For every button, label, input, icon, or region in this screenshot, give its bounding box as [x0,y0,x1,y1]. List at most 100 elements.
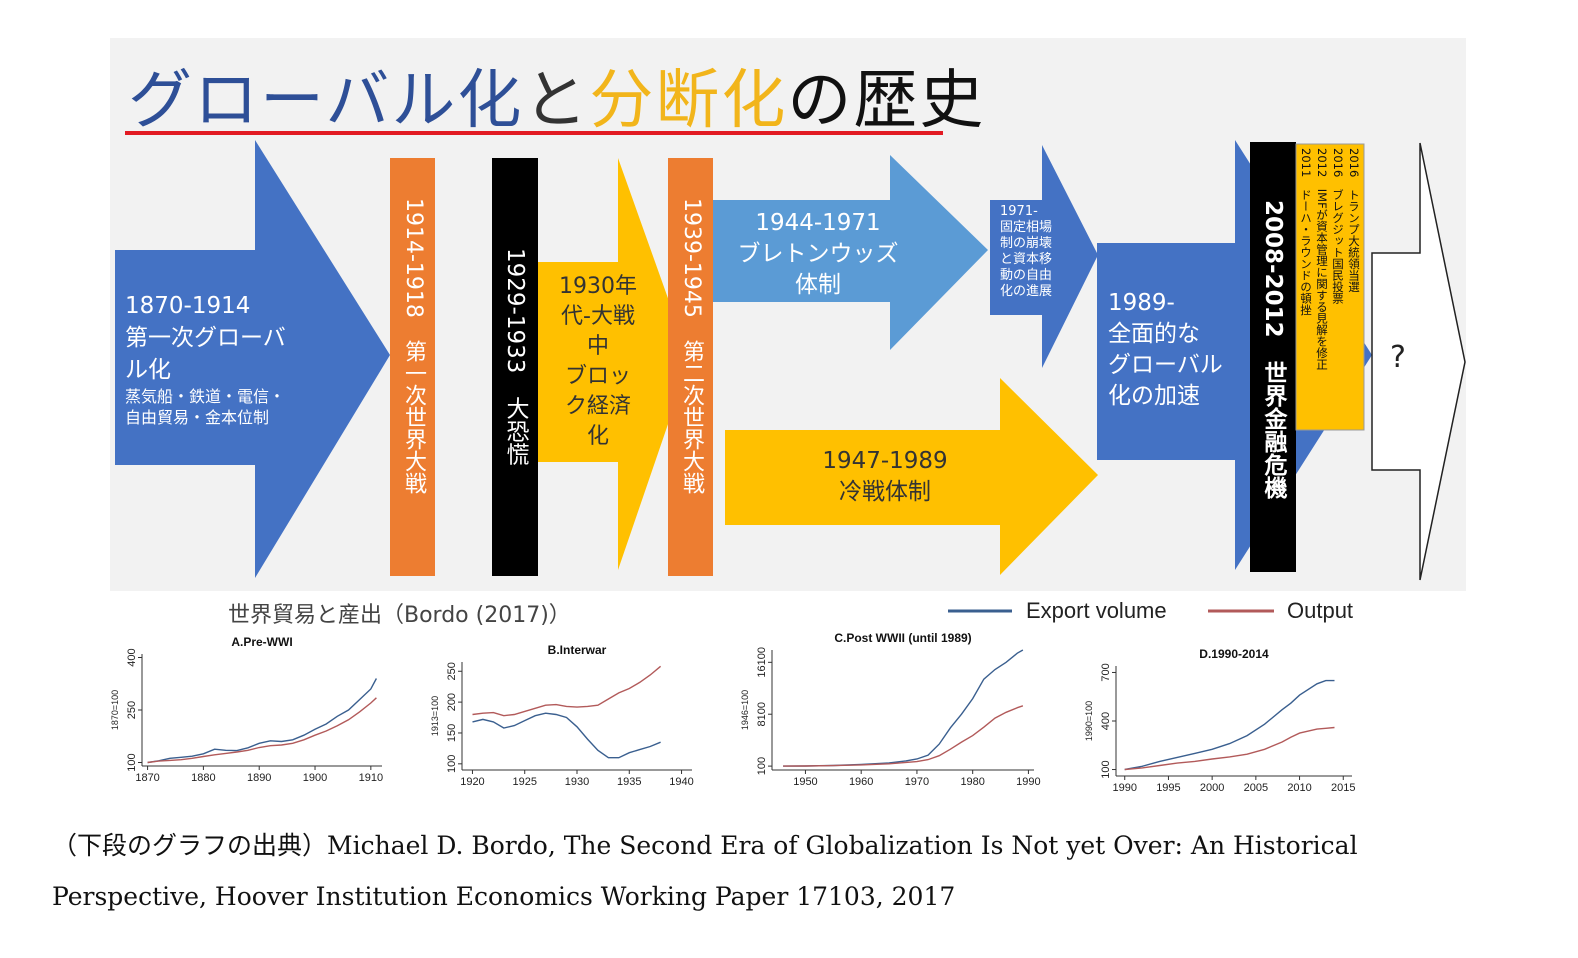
bloc-line2: 代-大戦 [561,304,635,329]
x-tick-label: 1930 [565,776,589,788]
series-output [783,705,1024,767]
title-history: の歴史 [787,64,986,138]
x-tick-label: 1990 [1112,782,1136,794]
a1989-line3: グローバル [1108,352,1223,378]
x-tick-label: 1935 [617,776,641,788]
arrow-bretton-label: 1944-1971 ブレトンウッズ 体制 [718,208,918,301]
y-tick-label: 250 [126,701,138,719]
chart-a: A.Pre-WWI 1870 1880 1890 1900 1910 100 250 400 18… [110,635,383,784]
chart-title: A.Pre-WWI [231,635,292,649]
arrow-first-globalization [115,140,390,578]
chart-title: C.Post WWII (until 1989) [834,631,971,645]
y-tick-label: 16100 [756,647,768,678]
y-tick-label: 100 [126,753,138,771]
a1971-line3: 制の崩壊 [1000,236,1053,251]
bloc-line3: 中 [586,334,609,359]
bar-gfc-label: 2008-2012 世界金融危機 [1260,200,1286,499]
y-axis-label: 1990=100 [1084,701,1094,741]
y-tick-label: 100 [756,757,768,775]
y-tick-label: 400 [1100,712,1112,730]
event-item: 2011 ドーハ・ラウンドの頓挫 [1299,148,1313,316]
arrow-1971 [990,145,1098,368]
x-tick-label: 1950 [793,776,817,788]
citation-line2: Perspective, Hoover Institution Economic… [52,882,956,911]
x-tick-label: 1940 [669,776,693,788]
citation-line1: （下段のグラフの出典）Michael D. Bordo, The Second … [52,831,1358,860]
y-tick-label: 200 [446,693,458,711]
series-output [1124,726,1335,771]
y-tick-label: 150 [446,724,458,742]
arrow-first-sub1: 蒸気船・鉄道・電信・ [125,387,286,406]
bar-ww2 [668,158,713,576]
events-box: 2016 トランプ大統領当選 2016 ブレグジット国民投票 2012 IMFが… [1298,148,1362,424]
a1971-line4: と資本移 [1000,252,1053,267]
coldwar-years: 1947-1989 [822,448,948,474]
arrow-first-years: 1870-1914 [125,293,251,319]
x-tick-label: 1995 [1156,782,1180,794]
arrow-1989-label: 1989- 全面的な グローバル 化の加速 [1108,288,1223,412]
legend [948,609,1274,613]
bar-depression [492,158,538,576]
arrow-bretton-woods [712,155,988,350]
x-tick-label: 2015 [1331,782,1355,794]
series-export-volume [472,712,661,759]
title-globalization: グローバル化 [128,64,524,138]
x-tick-label: 1880 [191,772,215,784]
x-tick-label: 1970 [905,776,929,788]
x-tick-label: 1920 [460,776,484,788]
arrow-first-label: 1870-1914 第一次グローバ ル化 蒸気船・鉄道・電信・ 自由貿易・金本位… [125,290,286,428]
series-export-volume [147,678,378,764]
y-axis-label: 1913=100 [430,696,440,736]
chart-b: B.Interwar 1920 1925 1930 1935 1940 100 150 200 2… [430,643,694,788]
bretton-system: 体制 [795,272,841,298]
chart-d: D.1990-2014 1990 1995 2000 2005 2010 2015 100 40… [1084,647,1356,794]
arrow-bloc-label: 1930年 代-大戦 中 ブロッ ク経済 化 [548,272,648,452]
title-underline [125,131,943,135]
y-tick-label: 700 [1100,663,1112,681]
x-tick-label: 2000 [1200,782,1224,794]
a1971-line1: 1971- [1000,204,1038,219]
event-item: 2016 トランプ大統領当選 [1347,148,1361,293]
y-axis-label: 1870=100 [110,690,120,730]
bar-ww2-label: 1939-1945 第二次世界大戦 [679,198,704,494]
x-tick-label: 2010 [1287,782,1311,794]
arrow-first-line2: ル化 [125,357,171,383]
bloc-line1: 1930年 [559,274,637,299]
page-title: グローバル化と分断化の歴史 [128,62,985,140]
arrow-cold-war [725,378,1098,575]
arrow-shapes [115,140,1466,581]
chart-title: D.1990-2014 [1199,647,1269,661]
x-tick-label: 1890 [247,772,271,784]
events-box-bg [1295,143,1365,431]
bretton-years: 1944-1971 [755,210,881,236]
x-tick-label: 1925 [512,776,536,788]
x-tick-label: 1990 [1016,776,1040,788]
coldwar-name: 冷戦体制 [839,479,931,505]
chart-title: B.Interwar [548,643,607,657]
arrow-coldwar-label: 1947-1989 冷戦体制 [780,446,990,508]
bar-ww1 [390,158,435,576]
series-export-volume [783,649,1024,767]
a1989-line2: 全面的な [1108,321,1200,347]
y-axis-label: 1946=100 [740,690,750,730]
chart-c: C.Post WWII (until 1989) 1950 1960 1970 1980… [740,631,1041,788]
arrow-first-sub2: 自由貿易・金本位制 [125,408,270,427]
arrow-future [1371,142,1466,581]
bloc-line6: 化 [586,424,609,449]
event-item: 2012 IMFが資本管理に関する見解を修正 [1315,148,1329,370]
x-tick-label: 1980 [960,776,984,788]
arrow-1971-label: 1971- 固定相場 制の崩壊 と資本移 動の自由 化の進展 [1000,204,1052,300]
x-tick-label: 2005 [1244,782,1268,794]
bar-gfc [1250,142,1296,572]
a1989-line4: 化の加速 [1108,383,1200,409]
legend-export-label: Export volume [1026,598,1167,623]
arrow-first-line1: 第一次グローバ [125,325,286,351]
x-tick-label: 1960 [849,776,873,788]
bretton-name: ブレトンウッズ [737,241,899,267]
y-tick-label: 100 [446,755,458,773]
a1971-line6: 化の進展 [1000,284,1053,299]
y-tick-label: 250 [446,662,458,680]
bar-depression-label: 1929-1933 大恐慌 [502,248,528,466]
future-label: ? [1390,340,1406,375]
legend-output-label: Output [1287,598,1354,623]
